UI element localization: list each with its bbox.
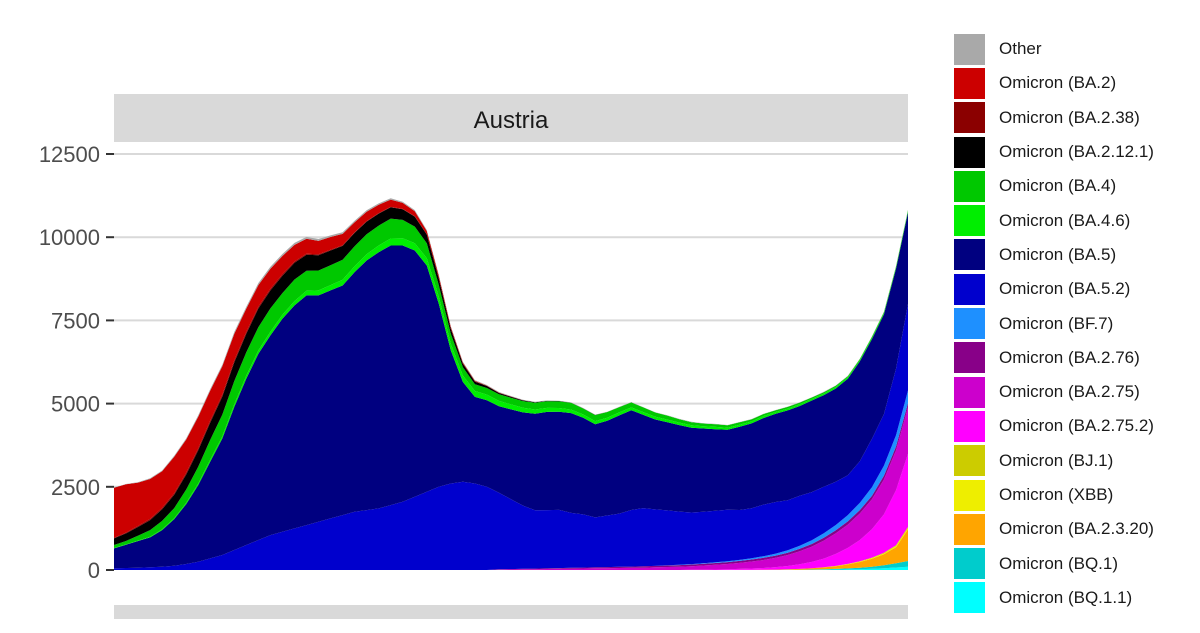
legend-item: Omicron (BA.2.12.1): [954, 135, 1194, 169]
legend-item: Omicron (BA.4.6): [954, 203, 1194, 237]
y-tick-label: 7500: [51, 308, 100, 333]
legend-swatch: [954, 33, 985, 65]
area-omicron-ba-5: [114, 212, 908, 569]
legend-item: Omicron (BA.5): [954, 238, 1194, 272]
legend-swatch: [954, 205, 985, 237]
legend-label: Omicron (BA.2.38): [999, 107, 1140, 127]
legend-label: Omicron (XBB): [999, 485, 1114, 504]
legend-swatch: [954, 342, 985, 374]
area-omicron-ba-2-75: [114, 407, 908, 570]
legend-item: Omicron (XBB): [954, 478, 1194, 512]
legend-swatch: [954, 67, 985, 99]
legend-swatch: [954, 170, 985, 202]
legend-item: Omicron (BQ.1): [954, 546, 1194, 580]
legend-label: Omicron (BA.5): [999, 244, 1117, 264]
legend-swatch: [954, 308, 985, 340]
legend-swatch: [954, 410, 985, 442]
legend-item: Omicron (BF.7): [954, 306, 1194, 340]
facet-label: Austria: [474, 107, 549, 134]
legend-item: Omicron (BA.4): [954, 169, 1194, 203]
y-tick-label: 12500: [39, 142, 100, 167]
y-tick-label: 5000: [51, 392, 100, 417]
legend-swatch: [954, 376, 985, 408]
stacked-area-chart: Austria 0 2500 5000 7500 10000 12500: [39, 94, 908, 619]
legend: Other Omicron (BA.2) Omicron (BA.2.38) Omic…: [954, 32, 1194, 615]
legend-label: Omicron (BQ.1.1): [999, 587, 1133, 607]
legend-item: Omicron (BQ.1.1): [954, 581, 1194, 615]
bottom-strip: [114, 605, 908, 619]
legend-swatch: [954, 273, 985, 305]
legend-label: Omicron (BA.2): [999, 73, 1117, 93]
legend-item: Omicron (BA.2.75.2): [954, 409, 1194, 443]
y-tick-label: 0: [88, 558, 100, 583]
area-omicron-bq-1: [114, 561, 908, 570]
area-omicron-ba-5-2: [114, 303, 908, 570]
legend-item: Other: [954, 32, 1194, 66]
area-omicron-ba-2-75-2: [114, 453, 908, 570]
legend-label: Omicron (BA.2.75): [999, 382, 1140, 402]
legend-label: Omicron (BQ.1): [999, 553, 1119, 573]
legend-swatch: [954, 136, 985, 168]
legend-swatch: [954, 445, 985, 477]
legend-item: Omicron (BA.2): [954, 66, 1194, 100]
legend-swatch: [954, 479, 985, 511]
legend-swatch: [954, 548, 985, 580]
legend-label: Omicron (BA.2.12.1): [999, 142, 1154, 162]
legend-label: Omicron (BJ.1): [999, 450, 1114, 470]
legend-label: Omicron (BA.2.75.2): [999, 416, 1154, 436]
legend-swatch: [954, 102, 985, 134]
legend-swatch: [954, 513, 985, 545]
facet-strip: [114, 94, 908, 142]
legend-item: Omicron (BJ.1): [954, 444, 1194, 478]
legend-label: Omicron (BA.5.2): [999, 279, 1131, 299]
legend-item: Omicron (BA.5.2): [954, 272, 1194, 306]
legend-label: Omicron (BA.2.3.20): [999, 519, 1154, 539]
legend-label: Other: [999, 39, 1042, 59]
y-axis: 0 2500 5000 7500 10000 12500: [39, 142, 114, 583]
area-omicron-bq-1-1: [114, 566, 908, 570]
legend-item: Omicron (BA.2.76): [954, 341, 1194, 375]
area-series-group: [114, 198, 908, 570]
legend-item: Omicron (BA.2.75): [954, 375, 1194, 409]
legend-item: Omicron (BA.2.3.20): [954, 512, 1194, 546]
legend-label: Omicron (BA.4.6): [999, 210, 1131, 230]
legend-item: Omicron (BA.2.38): [954, 101, 1194, 135]
y-tick-label: 10000: [39, 225, 100, 250]
y-tick-label: 2500: [51, 475, 100, 500]
legend-swatch: [954, 239, 985, 271]
legend-label: Omicron (BA.2.76): [999, 347, 1140, 367]
legend-label: Omicron (BA.4): [999, 176, 1117, 196]
legend-swatch: [954, 582, 985, 614]
legend-label: Omicron (BF.7): [999, 313, 1114, 333]
